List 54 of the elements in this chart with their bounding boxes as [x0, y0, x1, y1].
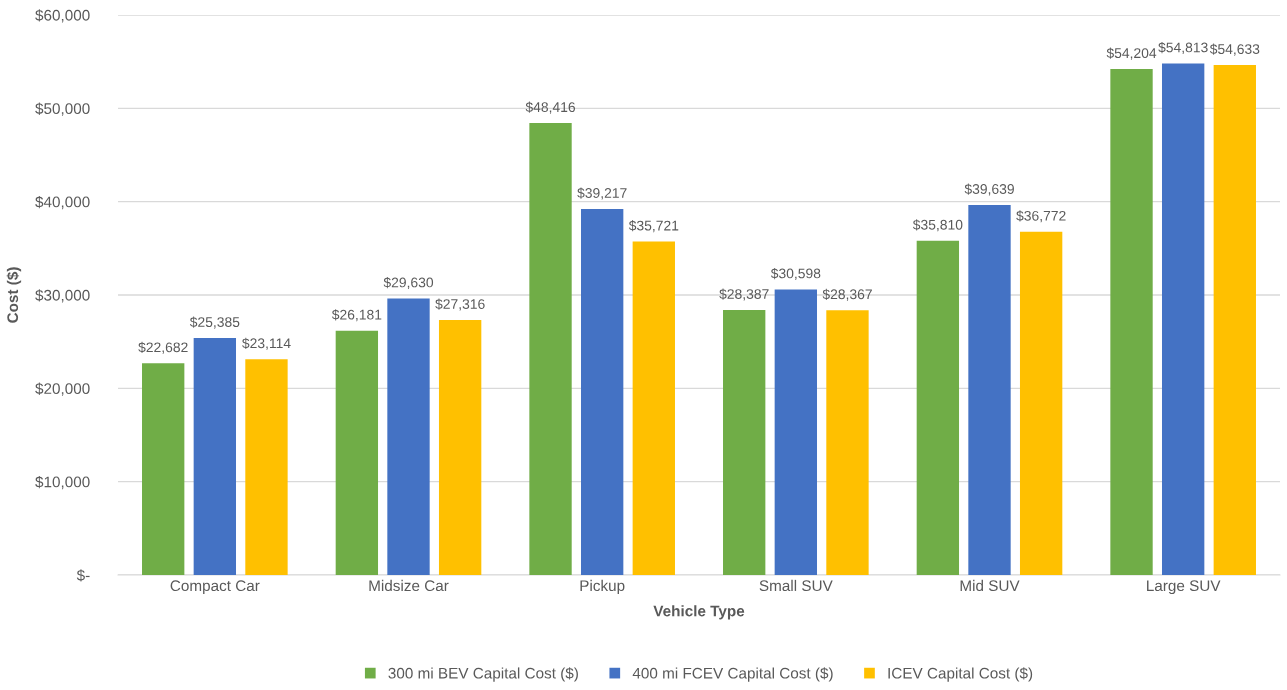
data-label: $35,721 [628, 220, 679, 233]
y-axis-title: Cost ($) [6, 267, 22, 323]
y-tick-label: $30,000 [35, 289, 90, 303]
x-tick-label: Small SUV [759, 579, 833, 592]
bar [1213, 65, 1256, 575]
data-label: $23,114 [242, 337, 291, 350]
data-label: $35,810 [912, 219, 963, 232]
bar [335, 330, 379, 575]
data-label: $28,367 [822, 288, 872, 301]
data-label: $39,217 [577, 187, 627, 200]
y-tick-label: $20,000 [35, 382, 90, 396]
bar [387, 298, 430, 575]
bar [1019, 231, 1063, 575]
bar [529, 123, 572, 575]
x-tick-label: Large SUV [1147, 580, 1221, 595]
bar [1161, 63, 1205, 575]
data-label: $26,181 [331, 309, 382, 322]
bar [1110, 69, 1153, 575]
y-tick-label: $60,000 [35, 9, 90, 23]
bar [580, 208, 624, 575]
y-tick-label: $40,000 [35, 195, 90, 210]
x-axis-title: Vehicle Type [653, 605, 745, 620]
data-label: $27,316 [435, 298, 485, 311]
data-label: $28,387 [719, 288, 769, 301]
bar [774, 289, 818, 575]
x-tick-label: Compact Car [170, 580, 260, 595]
bar [826, 310, 869, 575]
x-tick-label: Midsize Car [369, 579, 449, 592]
bar [193, 338, 237, 575]
data-label: $54,204 [1106, 47, 1157, 60]
x-tick-label: Pickup [580, 579, 625, 595]
y-tick-label: $50,000 [35, 102, 90, 116]
data-label: $29,630 [383, 276, 434, 290]
bar [245, 359, 288, 575]
y-tick-label: $10,000 [35, 475, 90, 490]
bar [632, 241, 675, 575]
y-tick-label: $- [76, 569, 90, 582]
data-label: $48,416 [525, 101, 576, 114]
data-label: $30,598 [770, 267, 821, 280]
legend-label: ICEV Capital Cost ($) [888, 667, 1033, 682]
bar [723, 310, 766, 575]
legend-label: 300 mi BEV Capital Cost ($) [388, 667, 578, 682]
data-label: $22,682 [138, 341, 188, 354]
bar [916, 240, 960, 575]
x-tick-label: Mid SUV [960, 579, 1020, 592]
legend-label: 400 mi FCEV Capital Cost ($) [632, 667, 833, 682]
data-label: $36,772 [1016, 210, 1066, 223]
bar [438, 320, 482, 575]
bar [142, 363, 185, 575]
bar [968, 205, 1011, 575]
data-label: $39,639 [964, 183, 1014, 196]
data-label: $54,813 [1158, 41, 1208, 54]
data-label: $25,385 [189, 316, 240, 329]
data-label: $54,633 [1209, 43, 1260, 56]
